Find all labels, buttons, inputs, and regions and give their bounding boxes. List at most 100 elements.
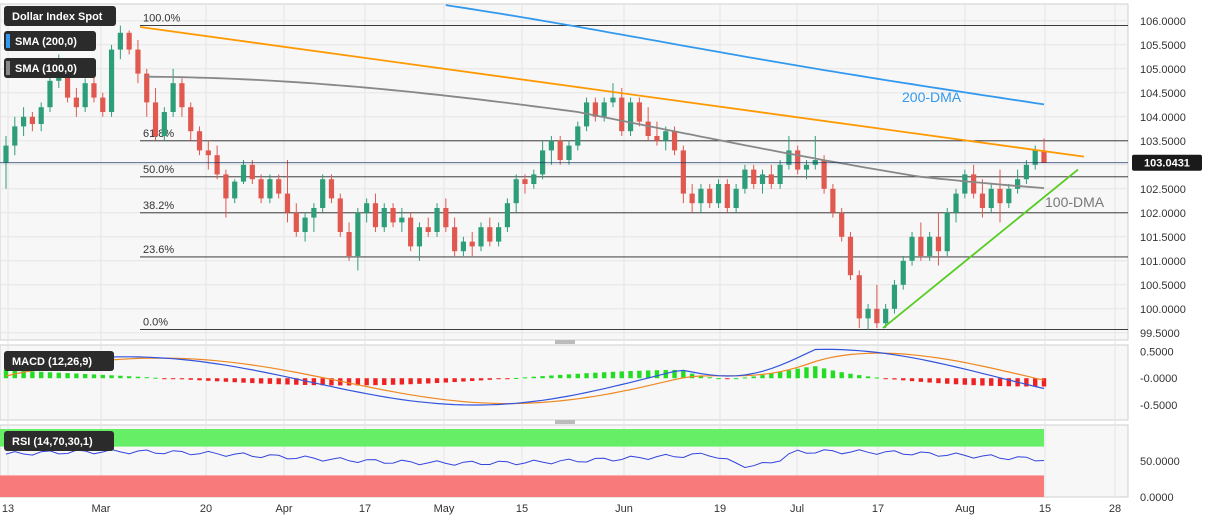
candle-body	[267, 179, 273, 199]
instrument-title: Dollar Index Spot	[12, 11, 103, 23]
macd-histogram-bar	[443, 378, 449, 383]
macd-histogram-bar	[346, 378, 352, 386]
candle-body	[707, 188, 713, 204]
macd-histogram-bar	[214, 378, 220, 382]
candle-body	[478, 227, 484, 247]
candle-body	[276, 179, 282, 194]
candle-body	[953, 193, 959, 213]
macd-histogram-bar	[892, 378, 897, 380]
x-tick-label: Aug	[955, 503, 975, 515]
macd-histogram-bar	[170, 378, 176, 380]
candle-body	[786, 150, 792, 165]
candle-body	[733, 188, 739, 208]
macd-histogram-bar	[426, 378, 431, 384]
pane-resize-handle	[555, 420, 575, 424]
candle-body	[900, 260, 906, 285]
x-tick-label: 20	[200, 503, 212, 515]
macd-histogram-bar	[223, 378, 229, 382]
candle-body	[988, 188, 994, 208]
macd-histogram-bar	[769, 373, 774, 379]
macd-histogram-bar	[364, 378, 369, 386]
macd-tick-label: -0.0000	[1140, 373, 1177, 385]
macd-histogram-bar	[505, 378, 510, 380]
candle-body	[3, 145, 9, 163]
macd-histogram-bar	[619, 371, 624, 379]
macd-histogram-bar	[320, 378, 325, 386]
macd-histogram-bar	[188, 378, 193, 380]
macd-histogram-bar	[593, 372, 598, 379]
candle-body	[645, 121, 651, 136]
candle-body	[671, 131, 678, 151]
macd-histogram-bar	[909, 378, 915, 382]
macd-histogram-bar	[584, 373, 589, 379]
candle-body	[979, 193, 986, 208]
candle-body	[152, 102, 159, 136]
macd-histogram-bar	[962, 378, 968, 385]
candle-body	[179, 83, 185, 108]
candle-body	[73, 97, 79, 108]
macd-histogram-bar	[496, 378, 501, 380]
x-tick-label: 13	[2, 503, 14, 515]
candle-body	[188, 107, 194, 132]
macd-histogram-bar	[153, 377, 158, 379]
candle-body	[29, 116, 35, 124]
sma200-line	[445, 4, 1045, 106]
macd-histogram-bar	[294, 378, 299, 385]
candle-body	[575, 126, 581, 146]
macd-pane	[0, 344, 1129, 421]
candle-body	[548, 140, 554, 151]
candle-body	[20, 116, 27, 127]
candle-body	[997, 188, 1003, 204]
candle-body	[935, 236, 942, 252]
x-tick-label: 17	[359, 503, 371, 515]
macd-histogram-bar	[628, 371, 633, 379]
candle-body	[64, 64, 71, 98]
candle-body	[82, 83, 88, 108]
macd-histogram-bar	[989, 378, 994, 386]
x-tick-label: 15	[1039, 503, 1051, 515]
macd-histogram-bar	[382, 378, 387, 386]
candle-body	[381, 208, 387, 228]
fib-level-label: 0.0%	[143, 316, 168, 328]
fib-level-label: 61.8%	[143, 128, 174, 140]
macd-histogram-bar	[82, 373, 88, 379]
candle-body	[592, 102, 598, 117]
candle-body	[452, 227, 458, 252]
candle-body	[531, 174, 537, 184]
fib-level-label: 100.0%	[143, 13, 181, 25]
candle-body	[434, 208, 440, 232]
macd-histogram-bar	[707, 377, 712, 379]
candle-body	[715, 184, 722, 204]
candle-body	[47, 80, 53, 108]
rsi-oversold-zone	[0, 475, 1044, 497]
candle-body	[847, 236, 854, 276]
candle-body	[874, 308, 880, 324]
macd-histogram-bar	[487, 378, 493, 380]
candle-body	[1006, 188, 1012, 204]
candle-body	[364, 203, 370, 213]
candle-body	[12, 126, 18, 146]
candle-body	[390, 208, 396, 223]
candle-body	[689, 193, 695, 204]
candle-body	[117, 32, 123, 50]
candle-body	[372, 203, 379, 228]
macd-line	[5, 348, 1045, 406]
candle-body	[214, 155, 220, 175]
candle-body	[830, 188, 836, 213]
macd-histogram-bar	[434, 378, 440, 384]
candle-body	[654, 136, 660, 141]
candle-body	[610, 97, 616, 103]
macd-histogram-bar	[118, 375, 123, 379]
macd-histogram-bar	[390, 378, 396, 385]
macd-histogram-bar	[302, 378, 308, 385]
candle-body	[399, 217, 405, 223]
macd-histogram-bar	[74, 373, 79, 379]
macd-histogram-bar	[470, 378, 475, 381]
macd-histogram-bar	[126, 376, 132, 379]
macd-histogram-bar	[241, 378, 246, 383]
candle-body	[425, 227, 431, 232]
support-trendline	[882, 168, 1079, 329]
candle-body	[803, 164, 810, 170]
